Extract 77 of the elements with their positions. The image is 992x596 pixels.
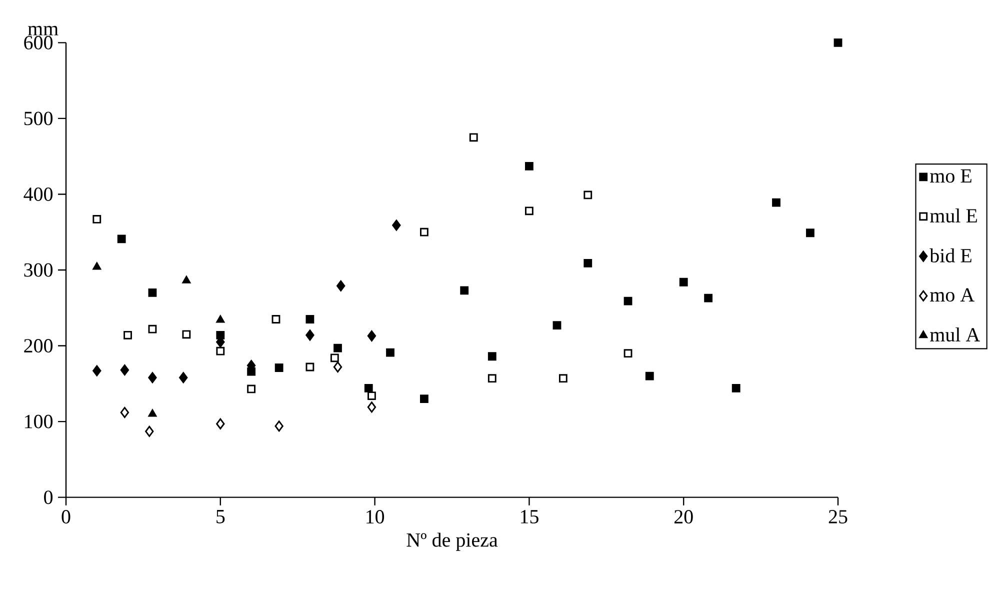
point [772, 198, 780, 207]
point [216, 330, 225, 340]
point [274, 420, 284, 432]
point [92, 262, 102, 270]
y-tick-label: 600 [24, 36, 53, 50]
point [145, 426, 154, 437]
x-tick-label: 5 [216, 510, 225, 524]
y-tick-label: 0 [44, 490, 53, 504]
point [247, 384, 256, 394]
point [148, 324, 157, 334]
point [386, 348, 394, 357]
y-tick-label: 400 [24, 187, 53, 201]
point [645, 372, 654, 380]
point [488, 374, 496, 383]
legend-label: mul E [930, 208, 977, 223]
point [367, 330, 376, 342]
point [367, 402, 376, 413]
x-tick-label: 10 [366, 510, 384, 524]
point [92, 215, 102, 224]
point [364, 384, 373, 392]
point [624, 349, 632, 358]
x-tick-label: 0 [62, 510, 70, 524]
point [216, 315, 225, 323]
point [806, 228, 814, 238]
point [306, 315, 314, 324]
point [469, 133, 478, 142]
point [558, 374, 568, 383]
point [333, 361, 342, 373]
point [460, 286, 469, 295]
point [179, 372, 188, 384]
point [420, 228, 428, 236]
legend-label: mul A [930, 327, 980, 342]
legend-label: mo E [930, 169, 972, 183]
point [148, 372, 157, 384]
legend-label: bid E [930, 248, 972, 262]
y-tick-label: 500 [24, 112, 53, 126]
point [732, 384, 740, 392]
point [120, 364, 130, 376]
y-axis-title: mm [28, 26, 58, 36]
point [334, 344, 342, 352]
point [117, 234, 126, 244]
point [704, 294, 713, 302]
point [306, 330, 314, 341]
point [306, 362, 314, 372]
point [392, 220, 401, 231]
point [272, 315, 280, 324]
point [624, 296, 632, 306]
point [330, 354, 339, 362]
point [584, 190, 592, 200]
point [679, 278, 688, 286]
x-axis-title: Nº de pieza [406, 532, 498, 551]
point [525, 206, 534, 216]
point [336, 280, 346, 292]
y-tick-label: 200 [24, 339, 53, 353]
point [584, 258, 592, 268]
point [120, 406, 130, 418]
point [525, 162, 534, 170]
x-tick-label: 25 [828, 510, 848, 524]
point [420, 394, 428, 404]
point [216, 418, 225, 430]
point [148, 288, 157, 297]
point [552, 321, 562, 330]
y-tick-label: 100 [25, 414, 53, 428]
point [182, 276, 191, 284]
y-tick-label: 300 [24, 263, 53, 277]
point [92, 365, 102, 376]
x-tick-label: 20 [674, 510, 693, 524]
x-tick-label: 15 [520, 510, 538, 524]
point [488, 352, 496, 361]
point [274, 364, 284, 372]
point [182, 330, 191, 339]
point [368, 392, 376, 400]
point [148, 409, 157, 417]
point [834, 38, 842, 47]
point [216, 346, 225, 356]
legend-label: mo A [930, 288, 974, 302]
point [124, 330, 132, 340]
